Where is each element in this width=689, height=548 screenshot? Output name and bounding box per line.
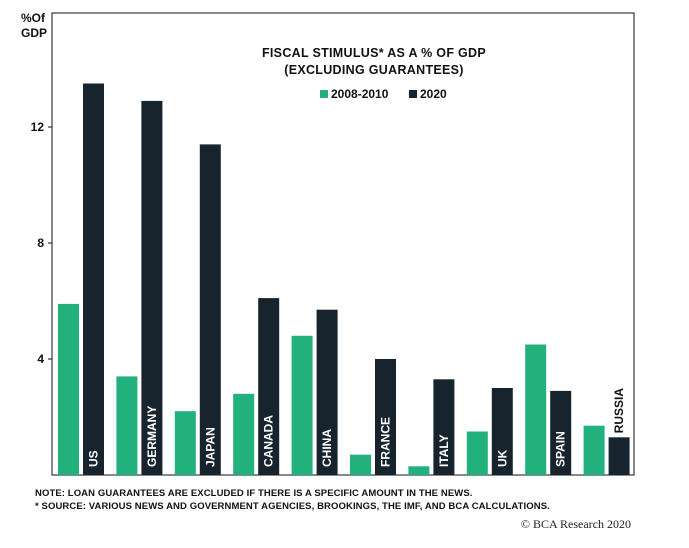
- bars: [58, 83, 630, 476]
- bar-uk-2020: [491, 388, 513, 475]
- plot-frame: [51, 12, 635, 476]
- legend-swatch-2020: [409, 90, 417, 98]
- footnote-source: * SOURCE: VARIOUS NEWS AND GOVERNMENT AG…: [35, 501, 550, 512]
- x-category-label-spain: SPAIN: [554, 431, 568, 467]
- y-tick-label-8: 8: [37, 236, 44, 250]
- x-category-label-canada: CANADA: [262, 415, 276, 467]
- x-category-label-uk: UK: [495, 449, 509, 467]
- y-axis-title: %Of GDP: [21, 11, 47, 40]
- bar-italy-2008-2010: [408, 466, 430, 475]
- bar-italy-2020: [433, 379, 455, 475]
- legend-swatch-2008-2010: [320, 90, 328, 98]
- bar-russia-2020: [608, 437, 630, 475]
- legend-label-2020: 2020: [420, 87, 447, 101]
- bar-china-2020: [316, 309, 338, 475]
- y-axis-title-line-1: %Of: [21, 11, 46, 25]
- chart-title-line-1: FISCAL STIMULUS* AS A % OF GDP: [262, 46, 486, 60]
- bar-japan-2020: [199, 144, 221, 475]
- x-category-label-japan: JAPAN: [203, 427, 217, 467]
- credit-text: © BCA Research 2020: [520, 517, 631, 531]
- category-labels: US GERMANY JAPAN CANADA CHINA FRANCE ITALY UK SP…: [87, 388, 627, 467]
- bar-canada-2008-2010: [233, 393, 255, 475]
- bar-us-2020: [83, 83, 104, 475]
- footnote-loan-guarantees: NOTE: LOAN GUARANTEES ARE EXCLUDED IF TH…: [35, 488, 473, 499]
- chart-title: FISCAL STIMULUS* AS A % OF GDP (EXCLUDIN…: [262, 46, 486, 77]
- y-axis-title-line-2: GDP: [21, 26, 47, 40]
- x-category-label-germany: GERMANY: [145, 406, 159, 467]
- x-category-label-russia: RUSSIA: [612, 388, 626, 434]
- bar-japan-2008-2010: [174, 411, 196, 475]
- y-axis: 4 8 12: [31, 120, 52, 366]
- chart-title-line-2: (EXCLUDING GUARANTEES): [284, 63, 464, 77]
- bar-us-2008-2010: [58, 303, 79, 475]
- legend: 2008-2010 2020: [320, 87, 447, 101]
- x-category-label-china: CHINA: [320, 429, 334, 467]
- x-category-label-france: FRANCE: [379, 417, 393, 467]
- y-tick-label-4: 4: [37, 352, 44, 366]
- bar-spain-2020: [550, 390, 572, 475]
- y-tick-label-12: 12: [31, 120, 45, 134]
- legend-label-2008-2010: 2008-2010: [331, 87, 389, 101]
- bar-russia-2008-2010: [583, 425, 605, 475]
- bar-uk-2008-2010: [466, 431, 488, 475]
- bar-spain-2008-2010: [525, 344, 547, 475]
- bar-china-2008-2010: [291, 335, 313, 475]
- x-category-label-us: US: [87, 450, 101, 467]
- bar-canada-2020: [258, 298, 280, 475]
- x-category-label-italy: ITALY: [437, 434, 451, 467]
- bar-france-2008-2010: [350, 454, 371, 475]
- bar-germany-2008-2010: [116, 376, 138, 475]
- bar-germany-2020: [141, 100, 163, 476]
- bar-france-2020: [375, 359, 396, 475]
